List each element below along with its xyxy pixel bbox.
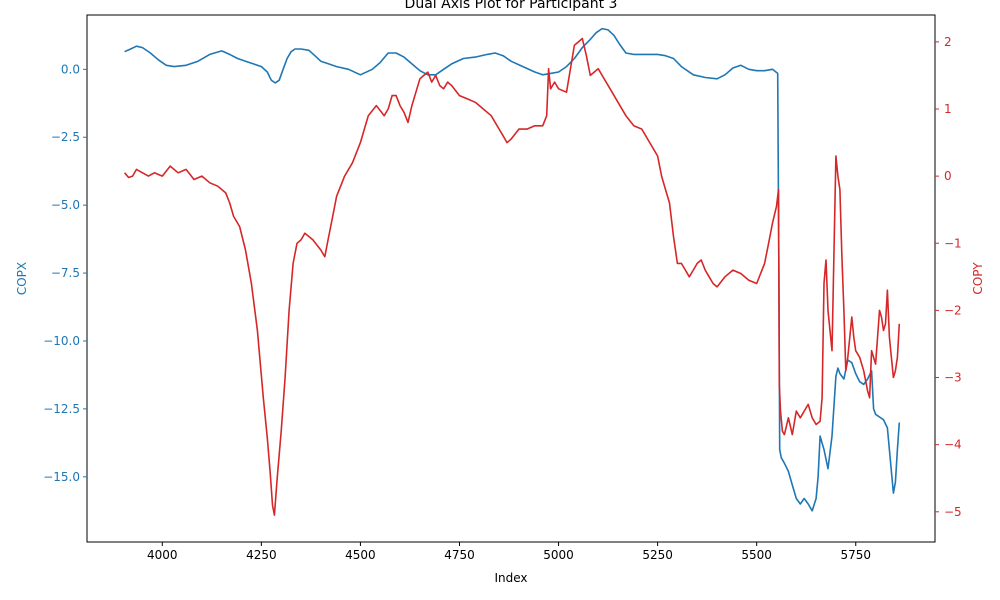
- left-y-tick-label: 0.0: [61, 62, 80, 76]
- right-y-tick-label: 0: [944, 169, 952, 183]
- x-tick-label: 5750: [840, 548, 871, 562]
- right-y-axis: 2 1 0 −1 −2 −3 −4 −5: [935, 35, 962, 519]
- left-y-tick-label: −15.0: [43, 470, 80, 484]
- copy-series-line: [123, 37, 901, 516]
- left-y-tick-label: −5.0: [51, 198, 80, 212]
- left-y-tick-label: −2.5: [51, 130, 80, 144]
- plot-frame: [86, 14, 936, 543]
- x-axis: 4000 4250 4500 4750 5000 5250 5500 5750: [147, 542, 871, 562]
- left-y-tick-label: −7.5: [51, 266, 80, 280]
- right-y-tick-label: −3: [944, 371, 962, 385]
- x-tick-label: 5000: [543, 548, 574, 562]
- x-tick-label: 4500: [345, 548, 376, 562]
- x-axis-label: Index: [494, 571, 527, 585]
- x-tick-label: 4000: [147, 548, 178, 562]
- right-y-tick-label: −5: [944, 505, 962, 519]
- x-tick-label: 5250: [642, 548, 673, 562]
- left-y-tick-label: −12.5: [43, 402, 80, 416]
- left-y-axis: 0.0 −2.5 −5.0 −7.5 −10.0 −12.5 −15.0: [43, 62, 87, 484]
- right-y-axis-label: COPY: [971, 262, 985, 295]
- right-y-tick-label: −4: [944, 438, 962, 452]
- left-y-axis-label: COPX: [15, 262, 29, 295]
- plot-lines: [123, 27, 901, 516]
- x-tick-label: 4750: [444, 548, 475, 562]
- right-y-tick-label: 2: [944, 35, 952, 49]
- chart-title: Dual Axis Plot for Participant 3: [405, 0, 618, 12]
- x-tick-label: 5500: [741, 548, 772, 562]
- right-y-tick-label: 1: [944, 102, 952, 116]
- left-y-tick-label: −10.0: [43, 334, 80, 348]
- right-y-tick-label: −1: [944, 236, 962, 250]
- copx-series-line: [124, 27, 901, 512]
- x-tick-label: 4250: [246, 548, 277, 562]
- right-y-tick-label: −2: [944, 303, 962, 317]
